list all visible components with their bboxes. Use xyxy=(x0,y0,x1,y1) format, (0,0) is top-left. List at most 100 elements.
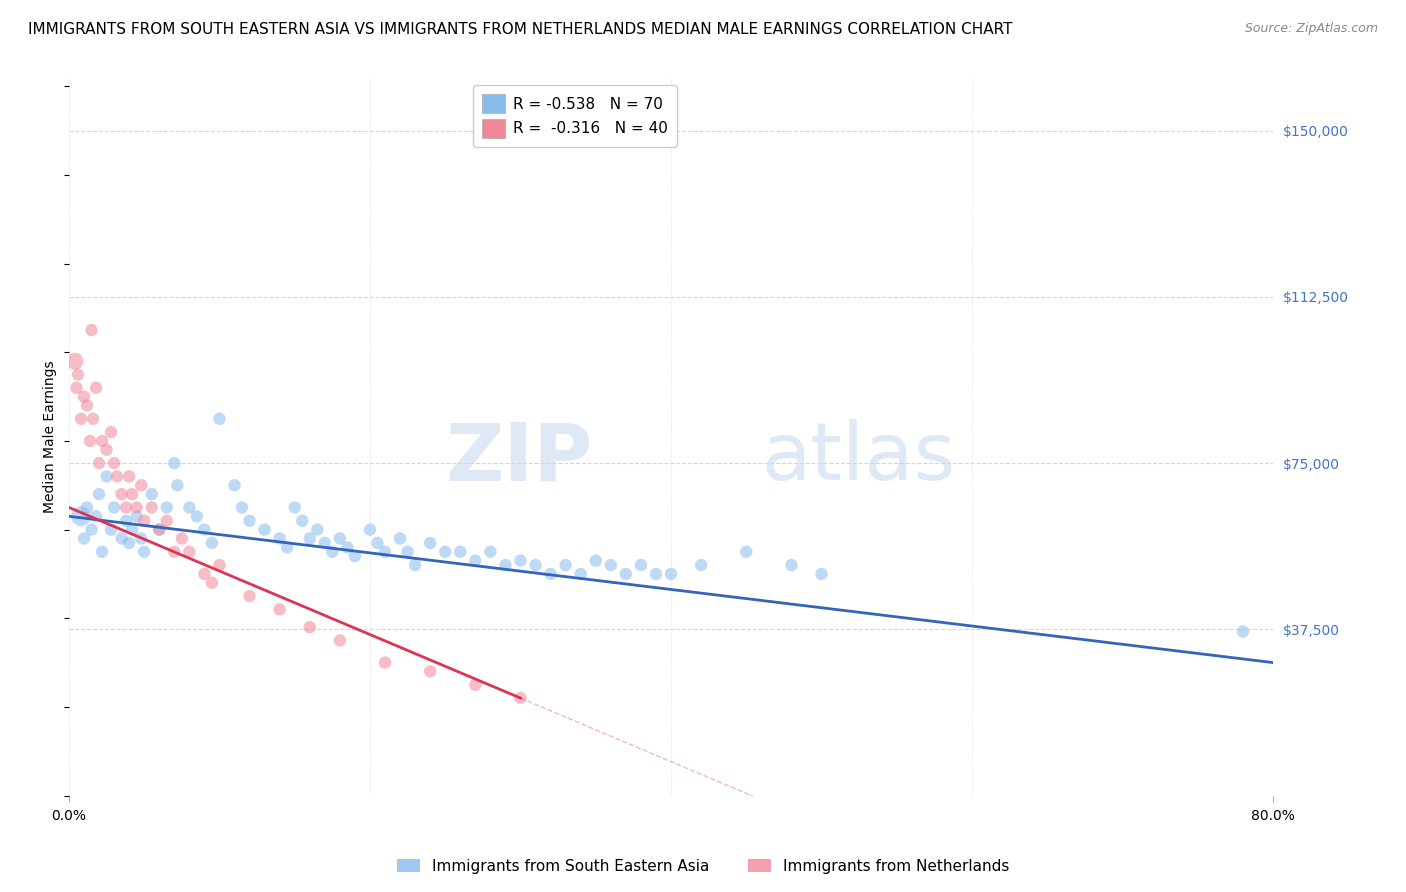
Point xyxy=(284,500,307,515)
Legend: R = -0.538   N = 70, R =  -0.316   N = 40: R = -0.538 N = 70, R = -0.316 N = 40 xyxy=(472,85,676,147)
Point xyxy=(115,514,138,528)
Point xyxy=(87,456,110,470)
Point xyxy=(79,434,101,448)
Point xyxy=(110,532,132,546)
Point xyxy=(396,545,419,559)
Point xyxy=(449,545,471,559)
Point xyxy=(298,532,321,546)
Point xyxy=(419,536,441,550)
Point xyxy=(314,536,336,550)
Point xyxy=(419,665,441,679)
Point xyxy=(163,545,186,559)
Point xyxy=(645,566,668,581)
Legend: Immigrants from South Eastern Asia, Immigrants from Netherlands: Immigrants from South Eastern Asia, Immi… xyxy=(391,853,1015,880)
Point xyxy=(82,411,104,425)
Point xyxy=(359,523,381,537)
Point xyxy=(540,566,562,581)
Point xyxy=(141,500,163,515)
Point xyxy=(129,532,152,546)
Point xyxy=(80,523,103,537)
Point xyxy=(156,500,179,515)
Point xyxy=(494,558,516,572)
Text: IMMIGRANTS FROM SOUTH EASTERN ASIA VS IMMIGRANTS FROM NETHERLANDS MEDIAN MALE EA: IMMIGRANTS FROM SOUTH EASTERN ASIA VS IM… xyxy=(28,22,1012,37)
Point xyxy=(599,558,621,572)
Point xyxy=(118,536,141,550)
Point xyxy=(179,545,201,559)
Point xyxy=(179,500,201,515)
Point xyxy=(125,509,148,524)
Point xyxy=(208,411,231,425)
Point xyxy=(186,509,208,524)
Text: Source: ZipAtlas.com: Source: ZipAtlas.com xyxy=(1244,22,1378,36)
Point xyxy=(509,554,531,568)
Point xyxy=(193,566,215,581)
Point xyxy=(238,589,260,603)
Point xyxy=(659,566,682,581)
Point xyxy=(96,442,118,457)
Text: ZIP: ZIP xyxy=(446,419,593,497)
Point xyxy=(1232,624,1254,639)
Point xyxy=(63,354,86,368)
Point xyxy=(103,500,125,515)
Point xyxy=(329,633,352,648)
Point xyxy=(374,545,396,559)
Point xyxy=(253,523,276,537)
Point xyxy=(291,514,314,528)
Point xyxy=(84,381,107,395)
Point xyxy=(269,602,291,616)
Point xyxy=(73,532,96,546)
Point xyxy=(464,554,486,568)
Point xyxy=(298,620,321,634)
Point xyxy=(115,500,138,515)
Point xyxy=(100,523,122,537)
Point xyxy=(100,425,122,439)
Point xyxy=(614,566,637,581)
Point xyxy=(336,541,359,555)
Point xyxy=(509,691,531,706)
Point xyxy=(76,399,98,413)
Point xyxy=(73,390,96,404)
Point xyxy=(630,558,652,572)
Point xyxy=(735,545,758,559)
Point xyxy=(129,478,152,492)
Point xyxy=(70,411,93,425)
Point xyxy=(389,532,412,546)
Point xyxy=(479,545,502,559)
Point xyxy=(238,514,260,528)
Point xyxy=(103,456,125,470)
Point xyxy=(134,545,156,559)
Point xyxy=(84,509,107,524)
Y-axis label: Median Male Earnings: Median Male Earnings xyxy=(44,360,58,513)
Point xyxy=(96,469,118,483)
Point xyxy=(374,656,396,670)
Point xyxy=(156,514,179,528)
Point xyxy=(148,523,170,537)
Point xyxy=(276,541,298,555)
Point xyxy=(269,532,291,546)
Point xyxy=(208,558,231,572)
Point xyxy=(87,487,110,501)
Point xyxy=(366,536,388,550)
Point xyxy=(141,487,163,501)
Point xyxy=(690,558,713,572)
Point xyxy=(404,558,426,572)
Point xyxy=(307,523,329,537)
Point xyxy=(163,456,186,470)
Point xyxy=(66,368,89,382)
Point xyxy=(148,523,170,537)
Point xyxy=(121,523,143,537)
Point xyxy=(91,545,114,559)
Text: atlas: atlas xyxy=(761,419,956,497)
Point xyxy=(193,523,215,537)
Point xyxy=(134,514,156,528)
Point xyxy=(434,545,457,559)
Point xyxy=(201,536,224,550)
Point xyxy=(105,469,128,483)
Point xyxy=(170,532,193,546)
Point xyxy=(524,558,547,572)
Point xyxy=(65,381,87,395)
Point xyxy=(125,500,148,515)
Point xyxy=(554,558,576,572)
Point xyxy=(121,487,143,501)
Point xyxy=(231,500,253,515)
